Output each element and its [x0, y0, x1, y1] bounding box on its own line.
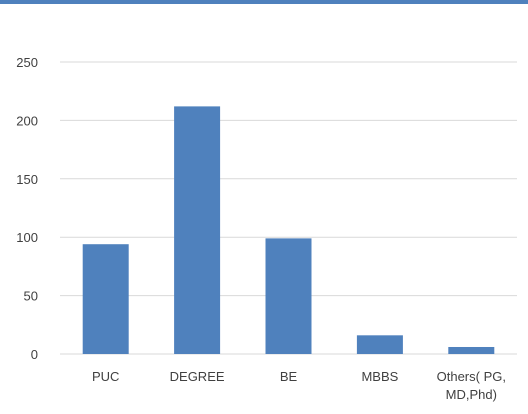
y-tick-label: 200	[16, 113, 38, 128]
x-tick-label: MBBS	[361, 369, 398, 384]
x-tick-label: DEGREE	[170, 369, 225, 384]
y-tick-label: 50	[24, 289, 38, 304]
bar-1	[174, 106, 221, 354]
bar-2	[265, 238, 312, 354]
bar-3	[356, 335, 403, 354]
x-tick-label: BE	[280, 369, 298, 384]
x-tick-label: Others( PG, MD,Phd)	[437, 369, 506, 402]
bar-0	[82, 244, 129, 354]
y-tick-label: 150	[16, 172, 38, 187]
y-tick-label: 100	[16, 230, 38, 245]
bar-4	[448, 346, 495, 354]
y-tick-label: 250	[16, 55, 38, 70]
top-accent-rule	[0, 0, 528, 4]
y-tick-label: 0	[31, 347, 38, 362]
x-tick-label: PUC	[92, 369, 119, 384]
